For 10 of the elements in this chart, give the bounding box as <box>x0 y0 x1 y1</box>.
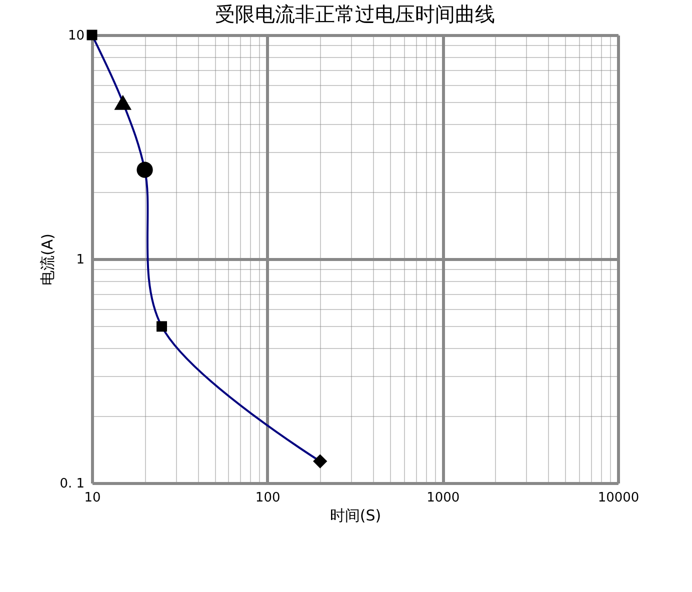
x-axis-title: 时间(S) <box>330 506 382 524</box>
y-tick-label: 10 <box>68 28 84 44</box>
x-tick-label: 100 <box>255 490 280 506</box>
y-tick-label: 1 <box>76 252 84 268</box>
x-tick-label: 10000 <box>598 490 640 506</box>
y-tick-label: 0. 1 <box>60 476 84 492</box>
chart-title: 受限电流非正常过电压时间曲线 <box>215 4 495 26</box>
y-axis-title: 电流(A) <box>38 234 57 286</box>
x-tick-label: 1000 <box>426 490 460 506</box>
x-tick-label: 10 <box>84 490 101 506</box>
